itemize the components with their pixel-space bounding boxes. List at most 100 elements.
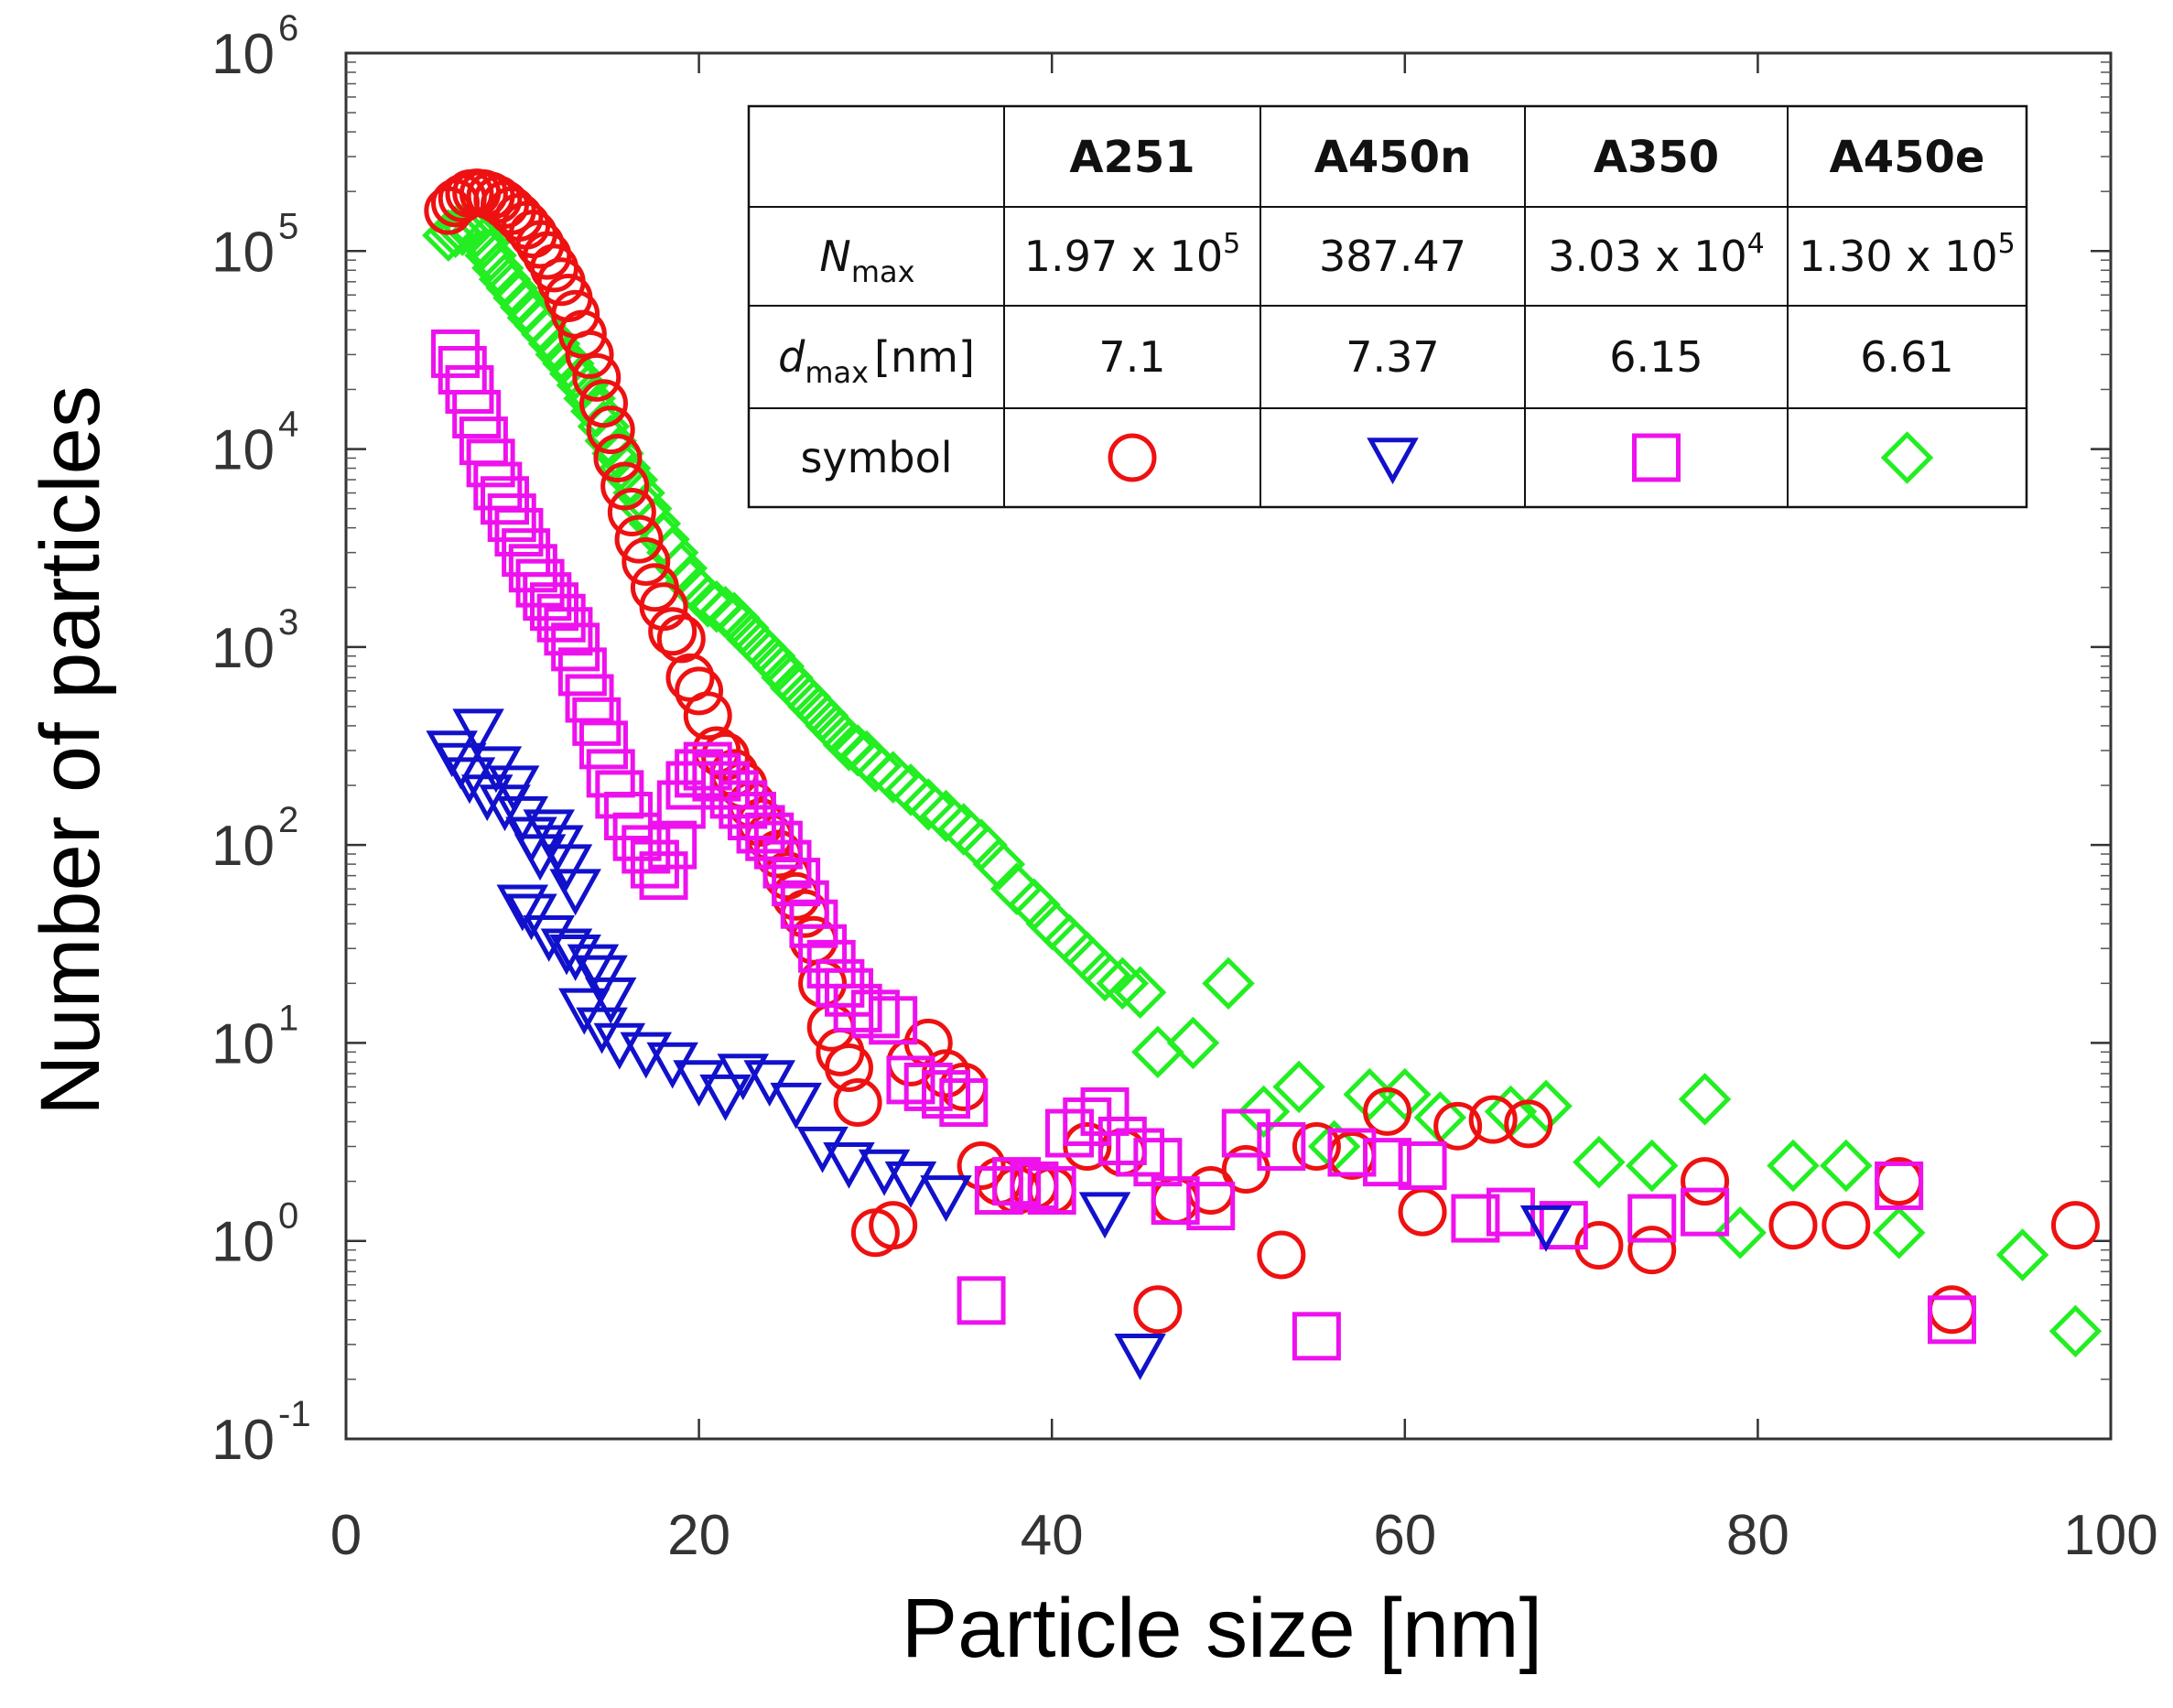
table-header-a251: A251 bbox=[1069, 132, 1195, 183]
data-point bbox=[1822, 1201, 1871, 1250]
data-point bbox=[572, 352, 622, 402]
data-point bbox=[823, 1141, 875, 1189]
data-point bbox=[1133, 1285, 1183, 1335]
data-point bbox=[806, 1002, 856, 1052]
y-tick-base: 10 bbox=[211, 419, 275, 482]
dmax-value: 6.15 bbox=[1609, 332, 1703, 382]
data-point bbox=[428, 205, 482, 259]
data-point bbox=[1681, 1187, 1730, 1237]
x-tick-label: 60 bbox=[1373, 1504, 1436, 1567]
data-point bbox=[540, 928, 593, 976]
symbol-label: symbol bbox=[800, 433, 952, 482]
data-point bbox=[464, 229, 517, 282]
data-point bbox=[557, 309, 607, 359]
x-axis-label: Particle size [nm] bbox=[902, 1582, 1542, 1675]
data-point bbox=[1398, 1140, 1447, 1190]
data-point bbox=[1625, 1139, 1679, 1193]
y-tick-exponent: -1 bbox=[278, 1394, 311, 1434]
data-point bbox=[806, 939, 856, 989]
data-point bbox=[957, 1276, 1006, 1325]
data-point bbox=[1451, 1194, 1500, 1243]
table-header-a350: A350 bbox=[1594, 132, 1719, 183]
data-point bbox=[1221, 1108, 1270, 1158]
data-point bbox=[445, 364, 494, 414]
y-tick-base: 10 bbox=[211, 1012, 275, 1076]
data-point bbox=[614, 514, 664, 564]
data-point bbox=[648, 820, 697, 870]
data-point bbox=[2049, 1304, 2103, 1358]
plot-border bbox=[344, 51, 2113, 1441]
data-point bbox=[578, 379, 628, 428]
y-tick-base: 10 bbox=[211, 815, 275, 878]
data-point bbox=[1327, 1128, 1377, 1177]
y-tick-label: 10 6 bbox=[211, 8, 298, 86]
data-point bbox=[1433, 1101, 1483, 1151]
data-point bbox=[1398, 1187, 1447, 1237]
data-point bbox=[1010, 1161, 1059, 1210]
data-point bbox=[1096, 957, 1150, 1011]
data-point bbox=[1186, 1182, 1236, 1231]
data-point bbox=[1768, 1201, 1818, 1250]
y-tick-base: 10 bbox=[211, 1211, 275, 1274]
data-point bbox=[1681, 1157, 1730, 1206]
nmax-value: 387.47 bbox=[1319, 232, 1466, 281]
nmax-value: 3.03 x 104 bbox=[1548, 228, 1765, 281]
legend-symbol-a251 bbox=[1108, 433, 1157, 482]
data-point bbox=[1504, 1099, 1553, 1149]
data-point bbox=[576, 955, 628, 1002]
data-point bbox=[736, 805, 785, 854]
data-point bbox=[1363, 1138, 1412, 1187]
data-point bbox=[957, 1140, 1006, 1190]
data-point bbox=[1292, 1312, 1341, 1361]
table-header-a450n: A450n bbox=[1314, 132, 1472, 183]
data-point bbox=[612, 812, 662, 861]
data-point bbox=[557, 647, 607, 697]
nmax-value: 1.97 x 105 bbox=[1024, 228, 1241, 281]
data-point bbox=[515, 220, 565, 269]
data-point bbox=[974, 1166, 1023, 1216]
data-point bbox=[536, 593, 586, 643]
data-point bbox=[798, 924, 848, 973]
data-point bbox=[487, 493, 536, 543]
data-point bbox=[869, 1201, 918, 1250]
nmax-value: 1.30 x 105 bbox=[1799, 228, 2016, 281]
data-point bbox=[551, 622, 600, 672]
y-tick-exponent: 6 bbox=[278, 8, 298, 49]
data-point bbox=[884, 1161, 937, 1208]
data-point bbox=[701, 761, 751, 810]
data-point bbox=[1519, 1205, 1573, 1252]
data-point bbox=[1486, 1187, 1535, 1237]
data-point bbox=[920, 1175, 972, 1223]
data-point bbox=[1237, 1085, 1291, 1139]
data-point bbox=[1043, 913, 1097, 968]
data-point bbox=[1108, 433, 1157, 482]
data-point bbox=[1927, 1285, 1976, 1335]
data-point bbox=[1872, 1206, 1926, 1259]
data-point bbox=[824, 1043, 873, 1092]
y-tick-base: 10 bbox=[211, 617, 275, 680]
data-point bbox=[1080, 1086, 1130, 1136]
data-point bbox=[1202, 957, 1255, 1011]
data-point bbox=[1063, 1097, 1112, 1146]
data-point bbox=[586, 405, 635, 455]
x-tick-label: 40 bbox=[1021, 1504, 1084, 1567]
x-tick-label: 20 bbox=[667, 1504, 730, 1567]
data-point bbox=[789, 899, 838, 948]
data-point bbox=[656, 614, 706, 664]
data-point bbox=[1078, 1192, 1131, 1239]
data-point bbox=[576, 1007, 628, 1054]
data-point bbox=[584, 414, 637, 468]
dmax-value: 6.61 bbox=[1860, 332, 1953, 382]
data-point bbox=[1875, 1161, 1924, 1210]
y-tick-label: 10 0 bbox=[211, 1196, 298, 1274]
dmax-label: dmax [nm] bbox=[778, 332, 975, 390]
data-point bbox=[431, 329, 481, 378]
data-point bbox=[600, 461, 650, 511]
x-tick-label: 0 bbox=[330, 1504, 362, 1567]
data-point bbox=[1880, 431, 1934, 484]
table-header-a450e: A450e bbox=[1830, 132, 1985, 183]
data-point bbox=[1292, 1122, 1341, 1172]
data-point bbox=[630, 839, 679, 889]
